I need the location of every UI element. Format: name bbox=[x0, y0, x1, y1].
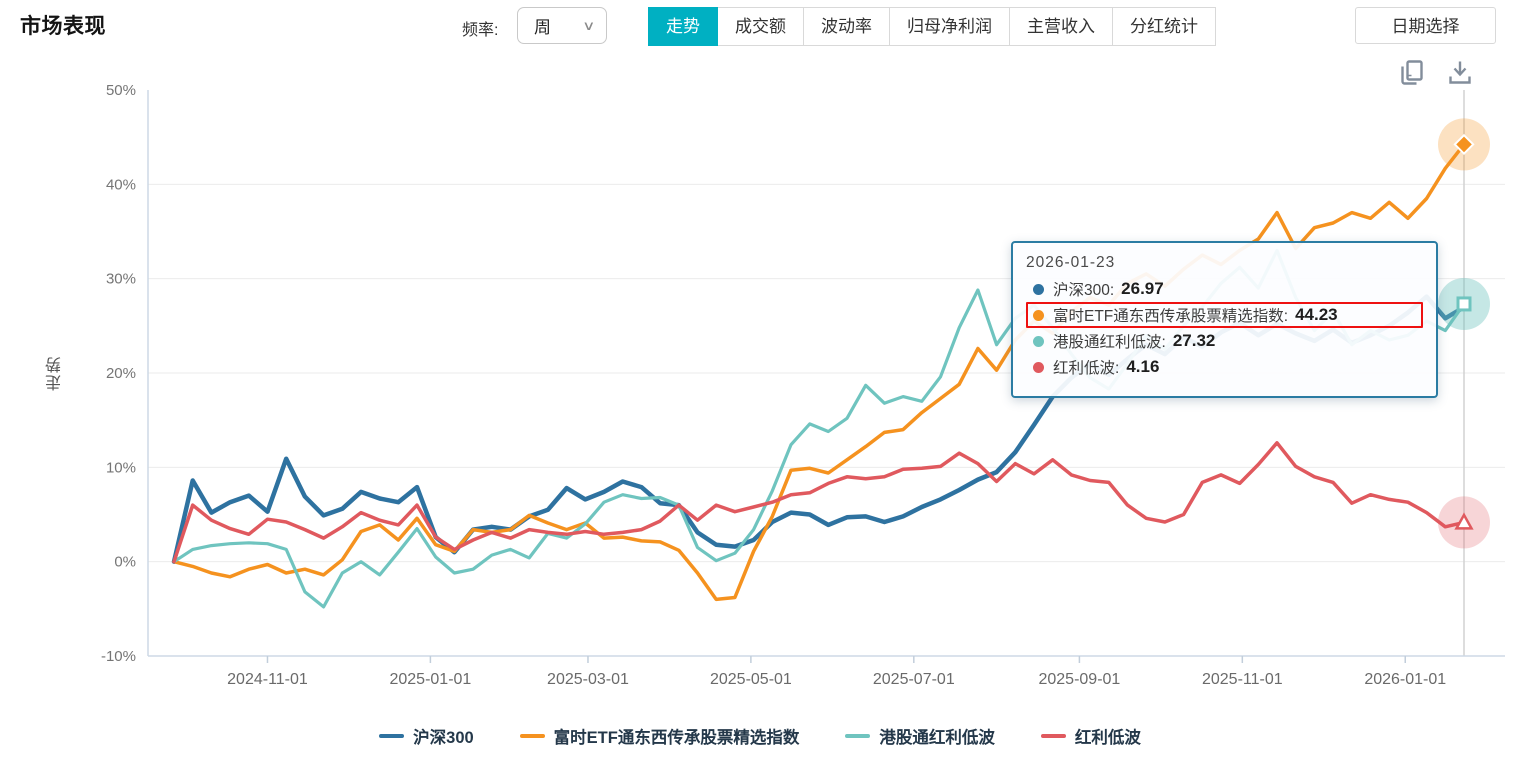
tab-分红统计[interactable]: 分红统计 bbox=[1112, 7, 1216, 46]
x-axis-tick-label: 2025-07-01 bbox=[873, 671, 955, 688]
legend-label: 港股通红利低波 bbox=[879, 729, 995, 747]
x-axis-tick-label: 2025-03-01 bbox=[547, 671, 629, 688]
tooltip-series-value: 27.32 bbox=[1172, 331, 1216, 350]
legend-swatch-icon bbox=[519, 734, 545, 738]
y-axis-tick-label: 20% bbox=[106, 365, 136, 382]
series-dot-icon bbox=[1033, 309, 1044, 321]
date-picker-button[interactable]: 日期选择 bbox=[1355, 7, 1496, 44]
download-icon[interactable] bbox=[1446, 58, 1474, 88]
y-axis-tick-label: 0% bbox=[114, 554, 136, 571]
chart-toolbox bbox=[1398, 58, 1474, 88]
series-dot-icon bbox=[1033, 361, 1044, 373]
legend-label: 沪深300 bbox=[413, 729, 474, 747]
header: 市场表现 频率: 周 ∨ 走势 成交额 波动率 归母净利润 主营收入 分红统计 日期选择 bbox=[0, 0, 1520, 52]
legend-item-ftse[interactable]: 富时ETF通东西传承股票精选指数 bbox=[519, 724, 800, 748]
series-line-div bbox=[172, 441, 1466, 564]
chart-tooltip: 2026-01-23 沪深300: 26.97 富时ETF通东西传承股票精选指数… bbox=[1011, 241, 1438, 398]
y-axis-tick-label: 10% bbox=[106, 459, 136, 476]
legend-item-hs300[interactable]: 沪深300 bbox=[379, 724, 474, 748]
metric-tab-group: 走势 成交额 波动率 归母净利润 主营收入 分红统计 bbox=[648, 7, 1216, 46]
legend-item-hkdiv[interactable]: 港股通红利低波 bbox=[845, 724, 995, 748]
tooltip-series-name: 富时ETF通东西传承股票精选指数: bbox=[1053, 308, 1289, 325]
tab-成交额[interactable]: 成交额 bbox=[717, 7, 804, 46]
copy-icon[interactable] bbox=[1398, 58, 1426, 88]
frequency-value: 周 bbox=[534, 18, 551, 37]
tooltip-series-name: 港股通红利低波: bbox=[1053, 334, 1166, 351]
tab-波动率[interactable]: 波动率 bbox=[803, 7, 890, 46]
end-marker-square-hkdiv bbox=[1456, 296, 1472, 312]
series-dot-icon bbox=[1033, 283, 1044, 295]
y-axis-tick-label: 50% bbox=[106, 82, 136, 99]
x-axis-tick-label: 2025-09-01 bbox=[1038, 671, 1120, 688]
y-axis-title: 走势 bbox=[47, 355, 64, 391]
tooltip-series-name: 红利低波: bbox=[1053, 360, 1120, 377]
legend-label: 红利低波 bbox=[1074, 729, 1141, 747]
page-title: 市场表现 bbox=[20, 15, 106, 38]
tooltip-date: 2026-01-23 bbox=[1026, 254, 1116, 271]
tooltip-row-hs300: 沪深300: 26.97 bbox=[1026, 276, 1423, 302]
legend-swatch-icon bbox=[379, 734, 405, 738]
end-marker-diamond-ftse bbox=[1453, 133, 1475, 156]
tooltip-series-value: 26.97 bbox=[1121, 279, 1164, 298]
legend-swatch-icon bbox=[845, 734, 871, 738]
tab-主营收入[interactable]: 主营收入 bbox=[1009, 7, 1113, 46]
tab-归母净利润[interactable]: 归母净利润 bbox=[889, 7, 1010, 46]
frequency-select[interactable]: 周 ∨ bbox=[517, 7, 607, 44]
y-axis-tick-label: 40% bbox=[106, 176, 136, 193]
legend-swatch-icon bbox=[1040, 734, 1066, 738]
series-dot-icon bbox=[1033, 335, 1044, 347]
end-marker-triangle-div bbox=[1454, 512, 1474, 530]
y-axis-tick-label: 30% bbox=[106, 271, 136, 288]
x-axis-tick-label: 2026-01-01 bbox=[1364, 671, 1446, 688]
tooltip-row-div: 红利低波: 4.16 bbox=[1026, 354, 1423, 380]
tooltip-series-value: 44.23 bbox=[1295, 305, 1338, 324]
y-axis-tick-label: -10% bbox=[101, 648, 136, 665]
x-axis-tick-label: 2025-05-01 bbox=[710, 671, 792, 688]
tooltip-row-ftse-highlighted: 富时ETF通东西传承股票精选指数: 44.23 bbox=[1026, 302, 1423, 328]
chevron-down-icon: ∨ bbox=[582, 17, 596, 33]
x-axis-tick-label: 2024-11-01 bbox=[227, 671, 308, 688]
tooltip-series-value: 4.16 bbox=[1126, 357, 1160, 376]
x-axis-tick-label: 2025-11-01 bbox=[1202, 671, 1283, 688]
tab-走势[interactable]: 走势 bbox=[648, 7, 718, 46]
x-axis-tick-label: 2025-01-01 bbox=[389, 671, 471, 688]
frequency-label: 频率: bbox=[462, 22, 499, 39]
legend-item-div[interactable]: 红利低波 bbox=[1040, 724, 1141, 748]
tooltip-series-name: 沪深300: bbox=[1053, 282, 1115, 299]
chart-legend: 沪深300 富时ETF通东西传承股票精选指数 港股通红利低波 红利低波 bbox=[0, 724, 1520, 748]
legend-label: 富时ETF通东西传承股票精选指数 bbox=[553, 729, 800, 747]
tooltip-row-hkdiv: 港股通红利低波: 27.32 bbox=[1026, 328, 1423, 354]
